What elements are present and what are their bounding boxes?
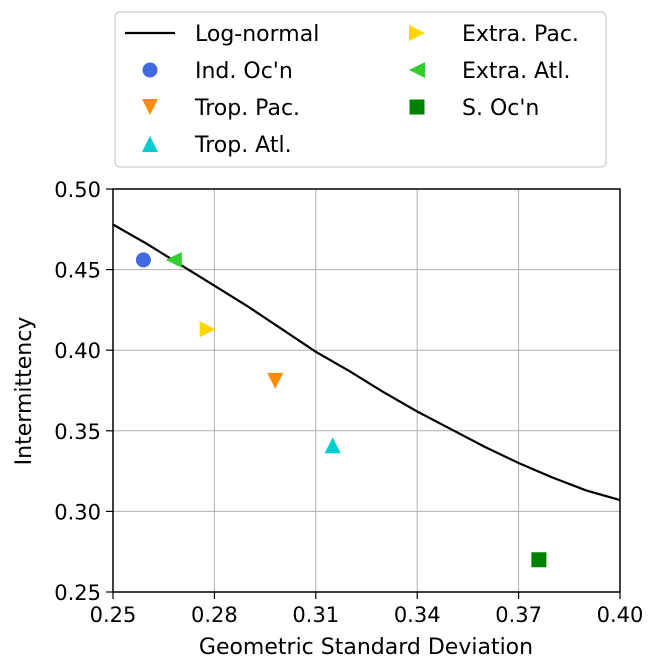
legend-label: Trop. Pac. (194, 96, 300, 121)
y-tick-label: 0.30 (54, 500, 101, 524)
x-tick-label: 0.34 (394, 603, 441, 627)
legend-label: Log-normal (195, 22, 319, 47)
point-4 (165, 251, 182, 268)
y-ticks: 0.25 0.30 0.35 0.40 0.45 0.50 (54, 178, 113, 605)
plot-frame (112, 188, 621, 593)
point-2 (324, 437, 341, 454)
x-tick-label: 0.31 (292, 603, 339, 627)
point-0 (135, 252, 151, 268)
data-points (135, 251, 547, 568)
grid-lines (112, 188, 621, 593)
log-normal-curve (112, 223, 621, 502)
legend-handle-a2 (142, 99, 158, 115)
curve-layer (112, 223, 621, 502)
x-tick-label: 0.40 (597, 603, 644, 627)
legend-label: S. Oc'n (462, 96, 539, 121)
legend-label: Extra. Atl. (462, 59, 570, 84)
x-tick-label: 0.37 (495, 603, 542, 627)
x-tick-label: 0.25 (90, 603, 137, 627)
y-tick-label: 0.50 (54, 178, 101, 202)
legend-handle-b2 (409, 99, 425, 115)
point-1 (267, 372, 284, 389)
legend-handle-a3 (142, 136, 158, 152)
y-tick-label: 0.45 (54, 259, 101, 283)
point-3 (199, 321, 216, 338)
legend-handle-a1 (142, 62, 158, 78)
y-tick-label: 0.40 (54, 339, 101, 363)
legend-label: Ind. Oc'n (195, 59, 293, 84)
legend-frame (114, 11, 607, 168)
legend-handle-b1 (409, 62, 425, 78)
point-5 (531, 552, 547, 568)
legend-label: Trop. Atl. (194, 133, 292, 158)
x-ticks: 0.25 0.28 0.31 0.34 0.37 0.40 (90, 592, 644, 627)
legend: Log-normal Ind. Oc'n Trop. Pac. Trop. Atl. E… (114, 11, 607, 168)
legend-handle-b0 (409, 25, 425, 41)
x-axis-label: Geometric Standard Deviation (199, 635, 533, 658)
y-axis-label: Intermittency (12, 317, 37, 466)
legend-label: Extra. Pac. (462, 22, 579, 47)
y-tick-label: 0.25 (54, 581, 101, 605)
y-tick-label: 0.35 (54, 420, 101, 444)
x-tick-label: 0.28 (191, 603, 238, 627)
